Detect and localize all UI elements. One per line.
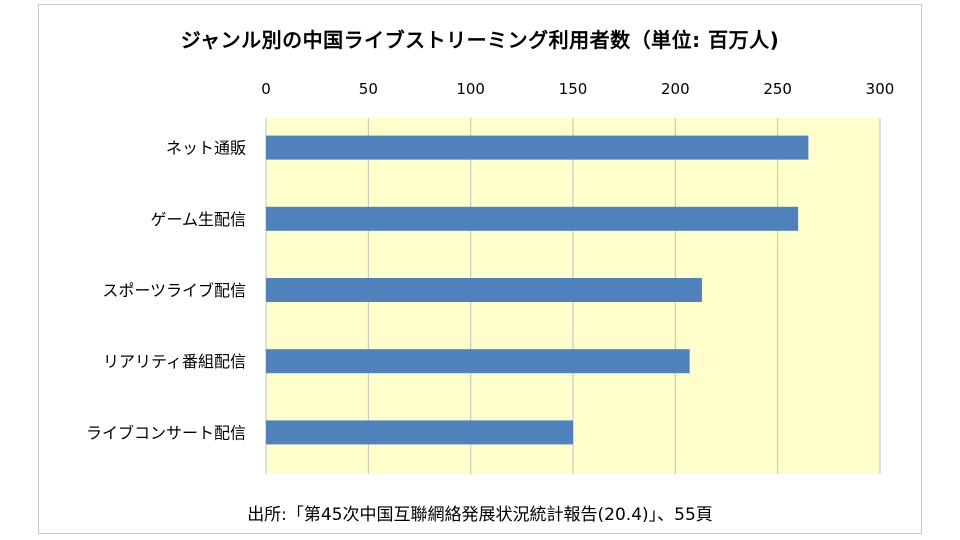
bar (266, 349, 690, 374)
bar (266, 206, 799, 231)
x-tick-label: 300 (866, 80, 895, 98)
chart-title: ジャンル別の中国ライブストリーミング利用者数（単位: 百万人) (180, 28, 780, 52)
x-tick-label: 100 (456, 80, 485, 98)
x-tick-label: 200 (661, 80, 690, 98)
category-label: リアリティ番組配信 (103, 352, 246, 371)
category-label: スポーツライブ配信 (102, 281, 246, 300)
x-tick-label: 0 (261, 80, 271, 98)
category-label: ゲーム生配信 (150, 210, 246, 229)
category-label: ライブコンサート配信 (86, 423, 246, 442)
bar (266, 420, 573, 445)
x-tick-label: 50 (359, 80, 378, 98)
bar (266, 278, 702, 302)
source-note: 出所:「第45次中国互聯網絡発展状況統計報告(20.4)」、55頁 (247, 505, 713, 525)
category-label: ネット通販 (166, 139, 246, 158)
bar (266, 135, 809, 160)
x-tick-label: 250 (763, 80, 792, 98)
x-tick-label: 150 (559, 80, 588, 98)
